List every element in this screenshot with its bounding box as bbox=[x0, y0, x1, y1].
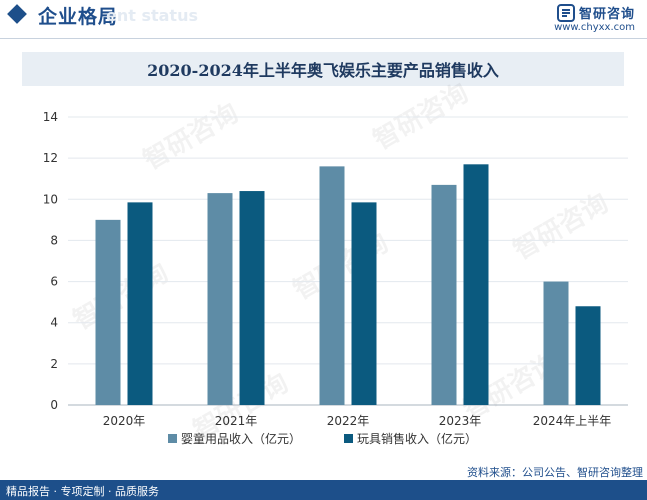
watermark: 智研咨询 bbox=[68, 257, 174, 336]
bar bbox=[95, 219, 121, 405]
header-divider bbox=[0, 38, 647, 39]
bar bbox=[351, 202, 377, 405]
legend-swatch bbox=[344, 434, 353, 443]
y-tick-label: 6 bbox=[50, 275, 58, 289]
chart-title-bar: 2020-2024年上半年奥飞娱乐主要产品销售收入 bbox=[22, 52, 624, 86]
header: 企业格局 ent status 智研咨询 www.chyxx.com bbox=[0, 0, 647, 40]
footer-bar: 精品报告 · 专项定制 · 品质服务 bbox=[0, 480, 647, 500]
logo-mark-icon bbox=[556, 3, 575, 22]
source-note: 资料来源：公司公告、智研咨询整理 bbox=[467, 466, 643, 479]
chart-title: 2020-2024年上半年奥飞娱乐主要产品销售收入 bbox=[147, 61, 499, 80]
ghost-title: ent status bbox=[106, 6, 198, 25]
x-tick-label: 2020年 bbox=[103, 414, 146, 428]
logo-url: www.chyxx.com bbox=[554, 22, 635, 33]
x-tick-label: 2021年 bbox=[215, 414, 258, 428]
bar bbox=[543, 281, 569, 405]
legend-label: 婴童用品收入（亿元） bbox=[181, 431, 301, 446]
bar bbox=[431, 184, 457, 405]
x-tick-label: 2022年 bbox=[327, 414, 370, 428]
y-tick-label: 8 bbox=[50, 233, 58, 247]
footer-text: 精品报告 · 专项定制 · 品质服务 bbox=[6, 485, 159, 498]
x-tick-label: 2024年上半年 bbox=[533, 414, 612, 428]
legend-swatch bbox=[168, 434, 177, 443]
y-tick-label: 14 bbox=[43, 110, 58, 124]
watermark: 智研咨询 bbox=[138, 97, 244, 176]
bar bbox=[575, 306, 601, 405]
y-tick-label: 4 bbox=[50, 316, 58, 330]
bar bbox=[239, 191, 265, 405]
bar bbox=[319, 166, 345, 405]
section-title: 企业格局 bbox=[38, 6, 119, 28]
y-tick-label: 12 bbox=[43, 151, 58, 165]
y-tick-label: 2 bbox=[50, 357, 58, 371]
bar bbox=[207, 193, 233, 405]
y-tick-label: 10 bbox=[43, 192, 58, 206]
brand-logo: 智研咨询 bbox=[556, 3, 635, 22]
logo-text: 智研咨询 bbox=[578, 7, 635, 22]
legend-label: 玩具销售收入（亿元） bbox=[357, 431, 477, 446]
y-tick-label: 0 bbox=[50, 398, 58, 412]
bar bbox=[127, 202, 153, 405]
x-tick-label: 2023年 bbox=[439, 414, 482, 428]
bar bbox=[463, 164, 489, 405]
